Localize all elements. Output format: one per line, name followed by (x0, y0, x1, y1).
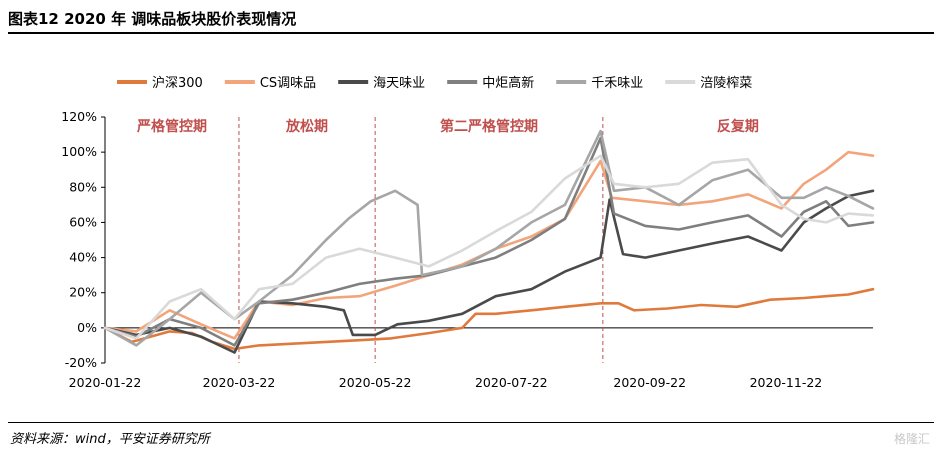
legend-label: 千禾味业 (591, 76, 643, 91)
x-tick-label: 2020-05-22 (339, 375, 412, 390)
y-tick-label: 60% (69, 214, 97, 229)
footer: 资料来源：wind，平安证券研究所 格隆汇 (8, 422, 934, 449)
title-bar: 图表12 2020 年 调味品板块股价表现情况 (8, 6, 934, 34)
series-line (103, 287, 875, 351)
legend-label: 沪深300 (152, 75, 203, 91)
y-tick-label: 20% (69, 285, 97, 300)
legend-label: 海天味业 (373, 76, 425, 91)
y-tick-label: 80% (69, 179, 97, 194)
chart-title: 图表12 2020 年 调味品板块股价表现情况 (8, 10, 297, 28)
x-tick-label: 2020-09-22 (613, 375, 686, 390)
x-tick-label: 2020-01-22 (69, 375, 142, 390)
y-tick-label: 40% (69, 250, 97, 265)
source-note: 资料来源：wind，平安证券研究所 (10, 432, 210, 447)
x-tick-label: 2020-11-22 (750, 375, 823, 390)
y-tick-label: 0% (77, 320, 97, 335)
x-tick-label: 2020-07-22 (475, 375, 548, 390)
phase-label: 放松期 (285, 118, 328, 135)
legend-label: 中炬高新 (482, 75, 534, 91)
series-line (103, 154, 875, 340)
y-tick-label: 120% (61, 109, 97, 124)
phase-label: 反复期 (717, 118, 759, 135)
phase-label: 严格管控期 (136, 118, 207, 135)
y-tick-label: -20% (65, 355, 97, 370)
series-line (103, 150, 875, 340)
series-line (103, 136, 875, 347)
phase-label: 第二严格管控期 (440, 118, 538, 135)
y-tick-label: 100% (61, 144, 97, 159)
watermark: 格隆汇 (893, 432, 930, 446)
legend-label: CS调味品 (260, 76, 316, 91)
x-tick-label: 2020-03-22 (203, 375, 276, 390)
legend-label: 涪陵榨菜 (700, 75, 752, 91)
